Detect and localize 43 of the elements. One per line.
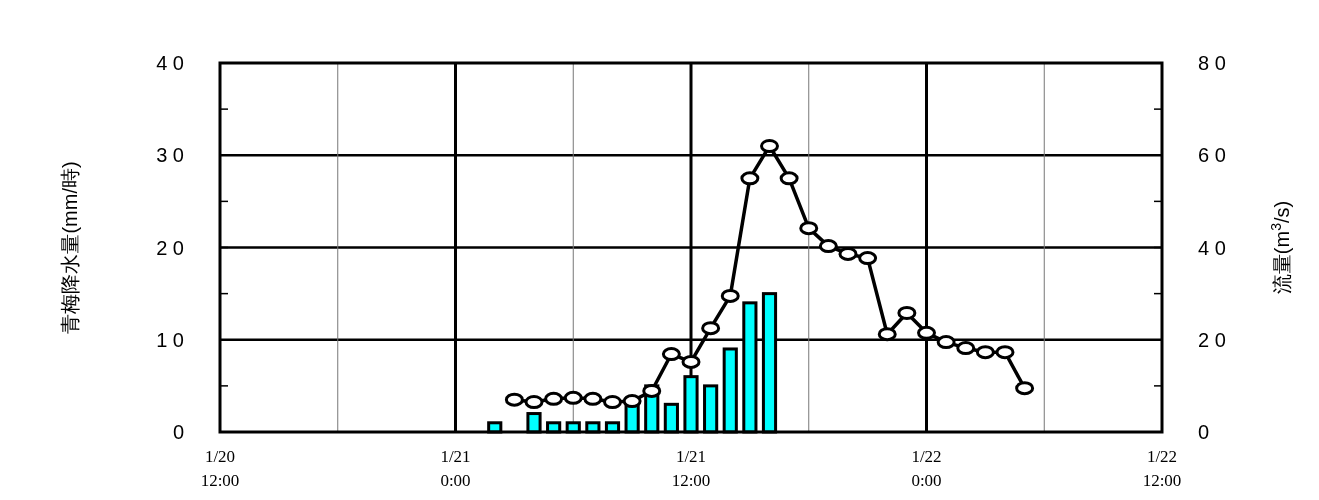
point	[622, 394, 642, 409]
point	[897, 306, 917, 320]
point	[1015, 381, 1035, 396]
point	[642, 383, 662, 398]
point	[858, 251, 878, 266]
point	[995, 345, 1015, 360]
point	[720, 288, 740, 303]
y-axis-title: 青梅降水量(mm/時)	[59, 161, 81, 334]
point	[877, 327, 897, 342]
point	[818, 239, 838, 254]
point	[956, 341, 976, 356]
y-tick-label: 4 0	[156, 52, 184, 74]
point	[936, 335, 956, 350]
point	[504, 392, 524, 407]
point	[563, 390, 583, 405]
x-tick-label: 1/21 12:00	[671, 447, 711, 490]
point	[544, 391, 564, 406]
y-tick-label: 2 0	[156, 236, 184, 259]
point	[681, 354, 701, 369]
y2-tick-label: 4 0	[1198, 236, 1226, 259]
y2-tick-label: 6 0	[1198, 144, 1226, 167]
point	[799, 221, 819, 236]
y2-tick-label: 2 0	[1198, 328, 1226, 351]
x-tick-label: 1/22 0:00	[911, 447, 942, 490]
point	[779, 171, 799, 186]
point	[701, 321, 721, 336]
y2-tick-label: 0	[1198, 421, 1210, 443]
point	[760, 139, 779, 154]
y-tick-label: 3 0	[156, 144, 184, 167]
point	[661, 347, 681, 362]
y-tick-label: 0	[172, 421, 184, 443]
y-tick-label: 1 0	[156, 328, 184, 351]
point	[583, 391, 603, 406]
x-tick-label: 1/21 0:00	[440, 447, 471, 490]
point	[603, 395, 622, 410]
y2-tick-label: 8 0	[1198, 52, 1226, 74]
point	[975, 345, 995, 360]
point	[740, 171, 760, 186]
x-tick-label: 1/22 12:00	[1142, 447, 1182, 490]
x-tick-label: 1/20 12:00	[200, 447, 240, 490]
point	[524, 395, 544, 410]
point	[917, 325, 936, 340]
point	[838, 246, 858, 261]
